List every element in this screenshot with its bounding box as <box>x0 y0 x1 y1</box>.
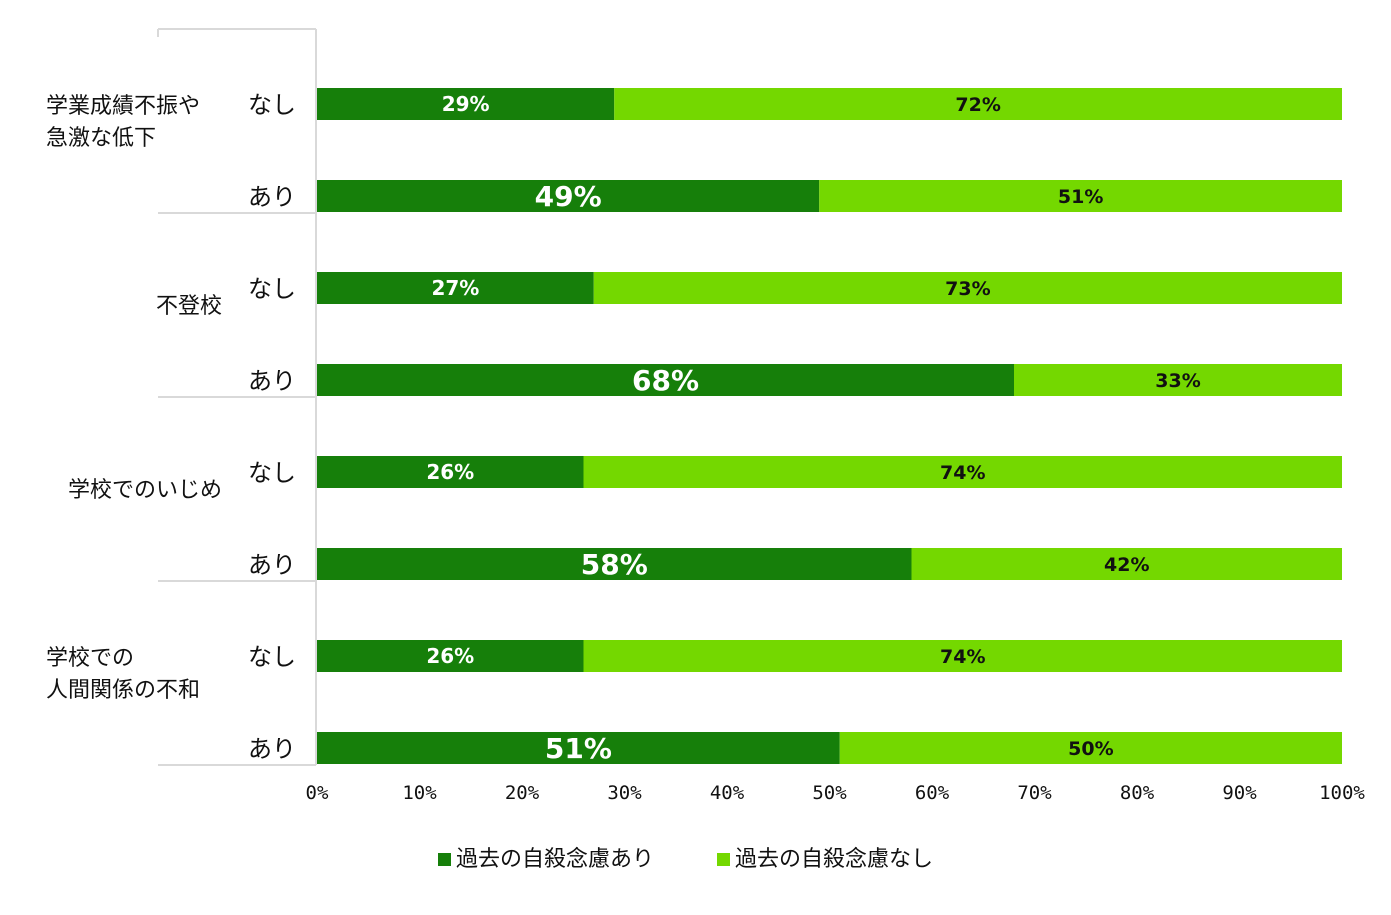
bar-segment-ideation-no <box>614 88 1342 120</box>
x-tick-label: 10% <box>402 782 437 804</box>
bar-category-label: なし <box>248 91 296 119</box>
data-label-ideation-yes: 49% <box>535 180 602 213</box>
x-tick-label: 30% <box>607 782 642 804</box>
bar-category-label: あり <box>248 183 296 211</box>
group-label: 急激な低下 <box>46 126 156 151</box>
bar-category-label: あり <box>248 551 296 579</box>
bar-segment-ideation-yes <box>317 640 584 672</box>
bar-category-label: なし <box>248 643 296 671</box>
bar-segment-ideation-yes <box>317 180 820 212</box>
x-tick-label: 100% <box>1319 782 1365 804</box>
bar-segment-ideation-yes <box>317 88 615 120</box>
bar-segment-ideation-yes <box>317 732 840 764</box>
data-label-ideation-no: 72% <box>955 94 1000 116</box>
x-tick-label: 90% <box>1222 782 1257 804</box>
group-label: 人間関係の不和 <box>46 678 200 703</box>
bar-segment-ideation-no <box>1014 364 1342 396</box>
bar-segment-ideation-no <box>911 548 1342 580</box>
data-label-ideation-no: 73% <box>945 278 990 300</box>
x-tick-label: 20% <box>505 782 540 804</box>
bar-segment-ideation-yes <box>317 272 594 304</box>
bar-category-label: なし <box>248 459 296 487</box>
bar-category-label: あり <box>248 735 296 763</box>
bar-category-label: なし <box>248 275 296 303</box>
bar-segment-ideation-no <box>583 456 1342 488</box>
x-tick-label: 50% <box>812 782 847 804</box>
bar-category-label: あり <box>248 367 296 395</box>
bar-segment-ideation-no <box>593 272 1342 304</box>
x-tick-label: 60% <box>915 782 950 804</box>
group-label: 学業成績不振や <box>46 94 200 119</box>
data-label-ideation-no: 74% <box>940 462 985 484</box>
x-tick-label: 80% <box>1120 782 1155 804</box>
group-label: 学校での <box>46 646 134 671</box>
data-label-ideation-no: 33% <box>1155 370 1200 392</box>
data-label-ideation-no: 51% <box>1058 186 1103 208</box>
data-label-ideation-no: 50% <box>1068 738 1113 760</box>
x-tick-label: 40% <box>710 782 745 804</box>
bar-segment-ideation-yes <box>317 548 912 580</box>
legend-label: 過去の自殺念慮なし <box>735 847 933 872</box>
bar-segment-ideation-yes <box>317 456 584 488</box>
legend-label: 過去の自殺念慮あり <box>456 847 654 872</box>
legend-swatch <box>717 853 730 866</box>
group-label: 学校でのいじめ <box>68 478 222 503</box>
x-tick-label: 70% <box>1017 782 1052 804</box>
bar-segment-ideation-no <box>583 640 1342 672</box>
data-label-ideation-yes: 58% <box>581 548 648 581</box>
data-label-ideation-no: 74% <box>940 646 985 668</box>
data-label-ideation-yes: 26% <box>426 460 474 484</box>
data-label-ideation-yes: 27% <box>431 276 479 300</box>
x-tick-label: 0% <box>306 782 329 804</box>
legend-swatch <box>438 853 451 866</box>
data-label-ideation-yes: 51% <box>545 732 612 765</box>
bar-segment-ideation-no <box>819 180 1342 212</box>
bar-segment-ideation-no <box>839 732 1342 764</box>
bar-segment-ideation-yes <box>317 364 1014 396</box>
data-label-ideation-yes: 68% <box>632 364 699 397</box>
group-label: 不登校 <box>156 294 222 319</box>
data-label-ideation-no: 42% <box>1104 554 1149 576</box>
data-label-ideation-yes: 29% <box>442 92 490 116</box>
data-label-ideation-yes: 26% <box>426 644 474 668</box>
